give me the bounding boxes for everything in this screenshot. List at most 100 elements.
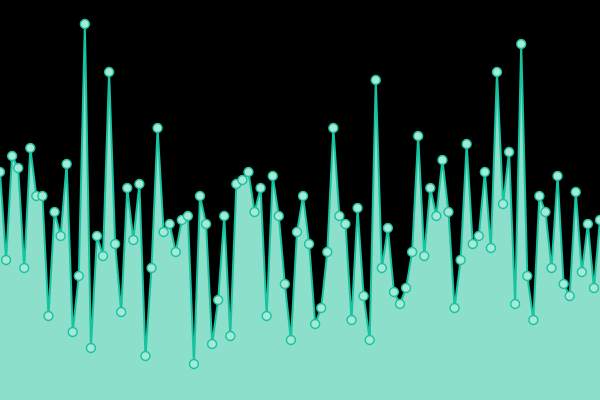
data-point-marker bbox=[461, 138, 472, 150]
data-point-marker bbox=[467, 238, 478, 250]
data-point-marker bbox=[188, 358, 200, 370]
data-point-marker bbox=[443, 206, 454, 218]
data-point-marker bbox=[455, 254, 466, 266]
data-point-marker bbox=[594, 214, 600, 226]
data-point-marker bbox=[449, 302, 460, 314]
data-point-marker bbox=[316, 302, 327, 314]
data-point-marker bbox=[400, 282, 412, 294]
data-point-marker bbox=[328, 122, 339, 134]
data-point-marker bbox=[6, 150, 18, 162]
data-point-marker bbox=[273, 210, 284, 222]
data-point-marker bbox=[43, 310, 54, 322]
data-point-marker bbox=[473, 230, 484, 242]
data-point-marker bbox=[122, 182, 133, 194]
data-point-marker bbox=[164, 218, 175, 230]
data-point-marker bbox=[158, 226, 169, 238]
data-point-marker bbox=[134, 178, 145, 190]
data-point-marker bbox=[364, 334, 375, 346]
data-point-marker bbox=[279, 278, 291, 290]
data-point-marker bbox=[97, 250, 109, 262]
data-point-marker bbox=[194, 190, 206, 202]
data-point-marker bbox=[382, 222, 394, 234]
data-point-marker bbox=[152, 122, 163, 134]
data-point-marker bbox=[576, 266, 588, 278]
data-point-marker bbox=[309, 318, 321, 330]
data-point-marker bbox=[116, 306, 127, 318]
data-point-marker bbox=[91, 230, 103, 242]
data-point-marker bbox=[406, 246, 418, 258]
data-point-marker bbox=[73, 270, 84, 282]
data-point-marker bbox=[225, 330, 236, 342]
data-point-marker bbox=[182, 210, 194, 222]
data-point-marker bbox=[425, 182, 436, 194]
data-point-marker bbox=[109, 238, 121, 250]
data-point-marker bbox=[49, 206, 60, 218]
data-point-marker bbox=[0, 166, 6, 178]
data-point-marker bbox=[0, 254, 12, 266]
data-point-marker bbox=[128, 234, 139, 246]
data-point-marker bbox=[540, 206, 551, 218]
data-point-marker bbox=[303, 238, 315, 250]
data-point-marker bbox=[255, 182, 266, 194]
data-point-marker bbox=[376, 262, 388, 274]
data-point-marker bbox=[419, 250, 430, 262]
data-point-marker bbox=[528, 314, 539, 326]
data-point-marker bbox=[485, 242, 497, 254]
data-point-marker bbox=[85, 342, 97, 354]
data-point-marker bbox=[79, 18, 91, 30]
data-point-marker bbox=[516, 38, 527, 50]
data-point-marker bbox=[19, 262, 30, 274]
data-point-marker bbox=[219, 210, 230, 222]
data-point-marker bbox=[437, 154, 448, 166]
data-point-marker bbox=[212, 294, 224, 306]
data-point-marker bbox=[412, 130, 424, 142]
data-point-marker bbox=[394, 298, 406, 310]
data-point-marker bbox=[237, 174, 248, 186]
data-point-marker bbox=[170, 246, 181, 258]
data-point-marker bbox=[146, 262, 157, 274]
data-point-marker bbox=[267, 170, 278, 182]
data-point-marker bbox=[491, 66, 503, 78]
data-point-marker bbox=[552, 170, 563, 182]
data-point-marker bbox=[285, 334, 297, 346]
data-point-marker bbox=[582, 218, 594, 230]
data-point-marker bbox=[25, 142, 36, 154]
data-point-marker bbox=[358, 290, 369, 302]
data-point-marker bbox=[346, 314, 357, 326]
data-point-marker bbox=[12, 162, 24, 174]
data-point-marker bbox=[340, 218, 351, 230]
data-point-marker bbox=[37, 190, 48, 202]
data-point-marker bbox=[388, 286, 400, 298]
data-point-marker bbox=[249, 206, 260, 218]
data-point-marker bbox=[503, 146, 515, 158]
data-point-marker bbox=[61, 158, 72, 170]
data-point-marker bbox=[588, 282, 600, 294]
data-point-marker bbox=[55, 230, 66, 242]
data-point-marker bbox=[546, 262, 557, 274]
data-point-marker bbox=[522, 270, 533, 282]
data-point-marker bbox=[261, 310, 272, 322]
data-point-marker bbox=[564, 290, 575, 302]
data-point-marker bbox=[558, 278, 569, 290]
data-point-marker bbox=[206, 338, 218, 350]
data-point-marker bbox=[291, 226, 303, 238]
data-point-marker bbox=[370, 74, 381, 86]
data-point-marker bbox=[509, 298, 521, 310]
data-point-marker bbox=[570, 186, 581, 198]
data-point-marker bbox=[140, 350, 151, 362]
series-line-path bbox=[0, 23, 600, 365]
data-point-marker bbox=[243, 166, 254, 178]
data-point-markers bbox=[0, 18, 600, 370]
data-point-marker bbox=[497, 198, 509, 210]
data-point-marker bbox=[534, 190, 545, 202]
data-point-marker bbox=[479, 166, 491, 178]
data-point-marker bbox=[67, 326, 78, 338]
data-point-marker bbox=[297, 190, 309, 202]
data-point-marker bbox=[103, 66, 115, 78]
data-point-marker bbox=[200, 218, 212, 230]
data-point-marker bbox=[352, 202, 363, 214]
data-point-marker bbox=[322, 246, 333, 258]
data-point-marker bbox=[431, 210, 442, 222]
